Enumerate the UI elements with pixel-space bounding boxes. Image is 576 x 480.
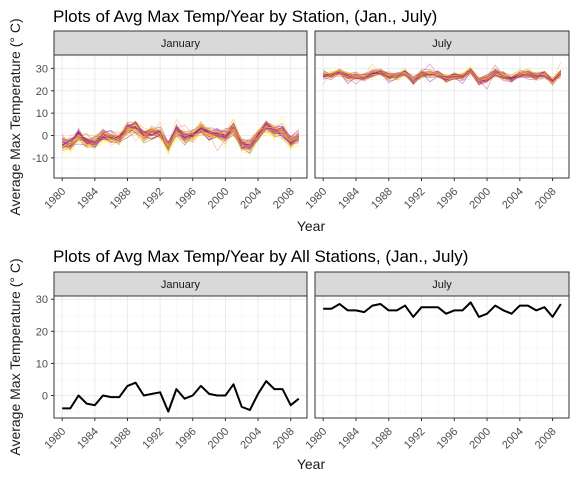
x-tick-label: 1996 [173, 186, 199, 212]
x-axis-label: Year [297, 456, 326, 472]
facet-label: January [161, 279, 201, 291]
x-tick-label: 2000 [206, 186, 232, 212]
panel-border [53, 54, 308, 179]
x-tick-label: 1996 [173, 426, 199, 452]
station-series-line [323, 64, 562, 80]
facet-strip [314, 271, 570, 297]
y-tick-label: 0 [42, 131, 48, 143]
y-axis-label: Average Max Temperature (° C) [7, 258, 23, 455]
x-tick-label: 1980 [42, 186, 68, 212]
station-series-line [323, 71, 562, 84]
panel-area [54, 55, 307, 178]
facet-strip [314, 30, 570, 56]
y-tick-label: 10 [36, 108, 48, 120]
facet-strip [53, 30, 308, 56]
y-tick-label: 0 [42, 391, 48, 403]
x-tick-label: 1980 [304, 186, 330, 212]
x-tick-label: 1992 [140, 186, 166, 212]
x-tick-label: 2004 [238, 186, 264, 212]
chart-top: Plots of Avg Max Temp/Year by Station, (… [7, 7, 570, 234]
x-tick-label: 1988 [108, 186, 134, 212]
chart-title: Plots of Avg Max Temp/Year by Station, (… [53, 7, 437, 26]
x-tick-label: 1984 [336, 186, 362, 212]
x-tick-label: 2000 [467, 426, 493, 452]
x-tick-label: 1980 [42, 426, 68, 452]
x-tick-label: 2000 [467, 186, 493, 212]
chart-bottom: Plots of Avg Max Temp/Year by All Statio… [7, 247, 570, 472]
station-series-line [323, 69, 562, 84]
y-tick-label: 30 [36, 63, 48, 75]
station-series-line [62, 124, 299, 149]
facet-label: January [161, 38, 201, 50]
x-tick-label: 1992 [402, 186, 428, 212]
x-tick-label: 1992 [140, 426, 166, 452]
x-tick-label: 1992 [402, 426, 428, 452]
y-tick-label: 20 [36, 326, 48, 338]
y-axis-label: Average Max Temperature (° C) [7, 18, 23, 215]
y-tick-label: 20 [36, 86, 48, 98]
x-tick-label: 1980 [304, 426, 330, 452]
facet-strip [53, 271, 308, 297]
y-tick-label: -10 [32, 153, 48, 165]
x-tick-label: 2008 [271, 186, 297, 212]
station-series-line [323, 69, 562, 81]
x-tick-label: 2004 [500, 186, 526, 212]
x-tick-label: 1984 [336, 426, 362, 452]
x-tick-label: 1996 [435, 426, 461, 452]
panel-border [314, 295, 570, 419]
panel-border [314, 54, 570, 179]
x-tick-label: 1988 [108, 426, 134, 452]
panel-area [54, 296, 307, 418]
x-axis-label: Year [297, 218, 326, 234]
x-tick-label: 1988 [369, 426, 395, 452]
y-tick-label: 10 [36, 358, 48, 370]
series-line [323, 301, 562, 318]
x-tick-label: 1984 [75, 426, 101, 452]
x-tick-label: 2004 [500, 426, 526, 452]
x-tick-label: 1984 [75, 186, 101, 212]
station-series-line [62, 128, 299, 153]
panel-area [315, 55, 569, 178]
x-tick-label: 2000 [206, 426, 232, 452]
station-series-line [62, 124, 300, 156]
panel-border [53, 295, 308, 419]
series-line [62, 380, 300, 413]
station-series-line [62, 122, 299, 146]
station-series-line [62, 128, 299, 150]
chart-title: Plots of Avg Max Temp/Year by All Statio… [53, 247, 468, 266]
facet-label: July [432, 279, 452, 291]
x-tick-label: 1988 [369, 186, 395, 212]
x-tick-label: 1996 [435, 186, 461, 212]
x-tick-label: 2008 [271, 426, 297, 452]
x-tick-label: 2008 [533, 186, 559, 212]
station-series-line [62, 125, 299, 151]
x-tick-label: 2004 [238, 426, 264, 452]
facet-label: July [432, 38, 452, 50]
panel-area [315, 296, 569, 418]
facet-panel: January -10 0 10 20 30 1980 1984 1988 1992 1996 200… [32, 30, 308, 212]
station-series-line [62, 121, 299, 150]
y-tick-label: 30 [36, 294, 48, 306]
x-tick-label: 2008 [533, 426, 559, 452]
